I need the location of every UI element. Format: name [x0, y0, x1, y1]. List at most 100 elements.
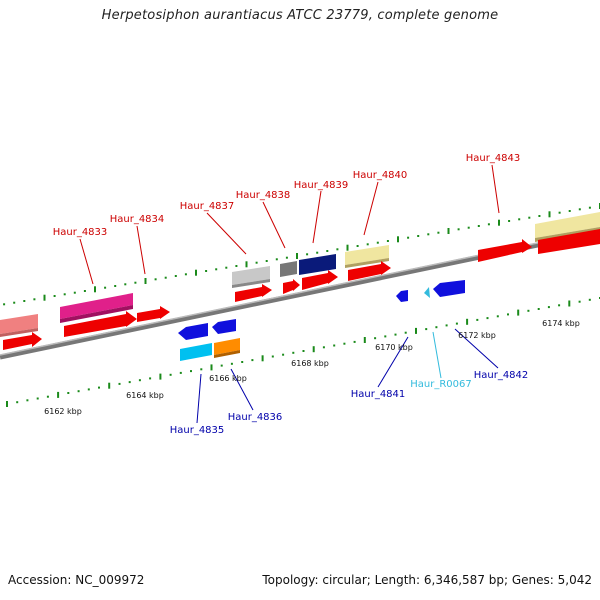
lower-track-major-tick	[108, 382, 111, 389]
label-haur-r0067: Haur_R0067	[410, 379, 472, 390]
lower-track-major-tick	[6, 401, 8, 407]
lower-track-minor-tick	[77, 390, 80, 393]
lower-track-major-tick	[568, 300, 571, 307]
gene-block-haur-4836-shadow	[214, 350, 240, 358]
upper-track-minor-tick	[154, 278, 157, 281]
gene-arrow-haur-4840[interactable]	[348, 261, 391, 281]
upper-track-minor-tick	[53, 295, 56, 297]
gene-block-haur-4838[interactable]	[280, 261, 297, 277]
gene-arrow-haur-4844[interactable]	[538, 229, 600, 254]
upper-track-minor-tick	[265, 260, 268, 262]
upper-track-minor-tick	[73, 291, 76, 294]
gene-arrow-haur-4833[interactable]	[64, 311, 137, 337]
gene-arrow-haur-4836[interactable]	[212, 319, 236, 334]
upper-track-minor-tick	[255, 261, 258, 264]
lower-track-minor-tick	[16, 401, 19, 404]
lower-track-minor-tick	[527, 309, 530, 312]
gene-block-salmon[interactable]	[0, 314, 38, 334]
lower-track-minor-tick	[138, 379, 141, 382]
gene-block-haur-4844[interactable]	[535, 212, 600, 238]
gene-arrow-haur-4841[interactable]	[396, 290, 408, 302]
gene-arrow-haur-4838[interactable]	[283, 279, 300, 294]
upper-track-minor-tick	[83, 290, 86, 292]
gene-block-haur-4836[interactable]	[214, 338, 240, 355]
lower-track-minor-tick	[496, 315, 499, 318]
lower-track-major-tick	[210, 364, 213, 371]
upper-track-minor-tick	[538, 215, 541, 217]
gene-arrow-haur-4842[interactable]	[433, 280, 465, 297]
upper-track-minor-tick	[457, 228, 460, 231]
upper-track-minor-tick	[417, 235, 420, 237]
gene-arrow-haur-4834[interactable]	[137, 306, 170, 322]
upper-track-minor-tick	[578, 208, 581, 211]
scale-label-6164: 6164 kbp	[126, 391, 164, 400]
gene-arrow-haur-4837[interactable]	[235, 284, 272, 302]
upper-track-minor-tick	[407, 236, 410, 239]
lower-track-minor-tick	[558, 304, 561, 307]
gene-block-haur-4837[interactable]	[232, 266, 270, 285]
upper-track-minor-tick	[215, 268, 218, 271]
upper-track-major-tick	[94, 286, 96, 293]
upper-track-major-tick	[296, 253, 298, 259]
upper-track-minor-tick	[558, 211, 561, 214]
gene-arrow-forward-1[interactable]	[3, 332, 42, 350]
gene-block-haur-4840[interactable]	[345, 245, 389, 265]
gene-block-haur-4835[interactable]	[180, 343, 212, 361]
label-haur-4842: Haur_4842	[474, 370, 529, 381]
upper-track-minor-tick	[588, 206, 591, 209]
upper-track-major-tick	[195, 269, 197, 276]
lower-track-minor-tick	[36, 397, 39, 400]
upper-track-minor-tick	[104, 286, 107, 289]
lower-track-major-tick	[415, 327, 417, 334]
lower-tick-track	[6, 297, 600, 407]
gene-block-haur-4839[interactable]	[299, 254, 336, 275]
lower-track-minor-tick	[169, 373, 172, 376]
reverse-outer-row	[180, 338, 240, 361]
lower-track-minor-tick	[220, 364, 223, 367]
lower-track-minor-tick	[128, 381, 131, 384]
label-haur-4839: Haur_4839	[294, 180, 349, 191]
lower-track-minor-tick	[322, 346, 325, 349]
upper-track-minor-tick	[3, 303, 6, 306]
upper-track-minor-tick	[477, 225, 480, 227]
gene-block-salmon-shadow	[0, 328, 38, 337]
gene-arrow-haur-4843[interactable]	[478, 239, 532, 262]
upper-track-minor-tick	[174, 275, 177, 277]
lower-track-minor-tick	[98, 386, 100, 389]
lower-track-minor-tick	[476, 318, 479, 321]
lower-track-minor-tick	[343, 342, 346, 345]
lower-track-minor-tick	[537, 308, 540, 310]
lower-track-minor-tick	[251, 359, 254, 362]
upper-track-major-tick	[397, 236, 399, 243]
upper-track-minor-tick	[386, 240, 389, 242]
gene-block-haur-4833[interactable]	[60, 293, 133, 319]
forward-inner-row	[3, 229, 600, 350]
upper-track-minor-tick	[316, 251, 319, 254]
upper-track-minor-tick	[205, 270, 208, 272]
upper-track-minor-tick	[23, 300, 26, 302]
gene-arrow-haur-r0067[interactable]	[424, 287, 430, 298]
upper-track-major-tick	[43, 294, 46, 301]
upper-track-minor-tick	[124, 283, 127, 286]
gene-arrow-haur-4839[interactable]	[302, 270, 338, 290]
lower-track-minor-tick	[302, 350, 305, 352]
label-haur-4834: Haur_4834	[110, 214, 165, 225]
lower-track-minor-tick	[435, 326, 438, 329]
lower-track-minor-tick	[455, 322, 458, 325]
accession-text: Accession: NC_009972	[8, 573, 145, 587]
lower-track-minor-tick	[507, 313, 509, 316]
lower-track-minor-tick	[46, 395, 49, 398]
scale-label-6166: 6166 kbp	[209, 374, 247, 383]
lower-track-minor-tick	[445, 324, 448, 327]
lower-track-major-tick	[261, 355, 264, 362]
lower-track-minor-tick	[282, 353, 285, 356]
upper-track-minor-tick	[326, 250, 329, 252]
gene-arrow-haur-4835[interactable]	[178, 323, 208, 340]
upper-track-minor-tick	[518, 218, 521, 221]
upper-track-minor-tick	[63, 293, 66, 296]
lower-track-major-tick	[466, 318, 469, 325]
scale-label-6168: 6168 kbp	[291, 359, 329, 368]
upper-track-minor-tick	[356, 245, 359, 247]
label-haur-4833: Haur_4833	[53, 227, 108, 238]
gene-block-haur-4833-shadow	[60, 305, 133, 323]
